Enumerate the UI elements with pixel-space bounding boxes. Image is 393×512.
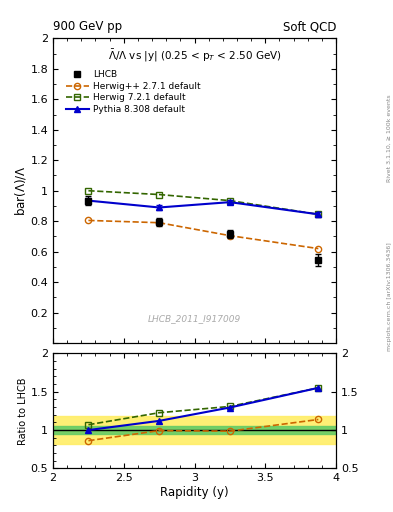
- Text: 900 GeV pp: 900 GeV pp: [53, 20, 122, 33]
- X-axis label: Rapidity (y): Rapidity (y): [160, 486, 229, 499]
- Text: Soft QCD: Soft QCD: [283, 20, 336, 33]
- Text: mcplots.cern.ch [arXiv:1306.3436]: mcplots.cern.ch [arXiv:1306.3436]: [387, 243, 391, 351]
- Text: $\bar{\Lambda}/\Lambda$ vs |y| (0.25 < p$_T$ < 2.50 GeV): $\bar{\Lambda}/\Lambda$ vs |y| (0.25 < p…: [108, 48, 281, 63]
- Y-axis label: Ratio to LHCB: Ratio to LHCB: [18, 377, 28, 444]
- Text: LHCB_2011_I917009: LHCB_2011_I917009: [148, 314, 241, 323]
- Text: Rivet 3.1.10, ≥ 100k events: Rivet 3.1.10, ≥ 100k events: [387, 94, 391, 182]
- Y-axis label: bar($\Lambda$)/$\Lambda$: bar($\Lambda$)/$\Lambda$: [13, 165, 28, 216]
- Legend: LHCB, Herwig++ 2.7.1 default, Herwig 7.2.1 default, Pythia 8.308 default: LHCB, Herwig++ 2.7.1 default, Herwig 7.2…: [63, 67, 203, 117]
